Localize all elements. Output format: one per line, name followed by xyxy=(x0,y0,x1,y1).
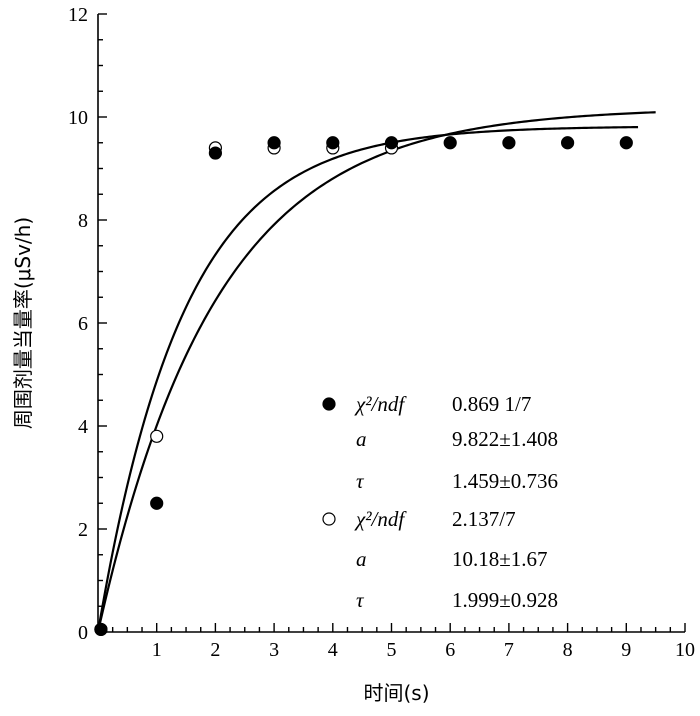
legend-param-name: τ xyxy=(356,469,365,493)
legend-param-name: a xyxy=(356,547,367,571)
legend-param-value: 1.999±0.928 xyxy=(452,588,558,612)
y-tick-label: 6 xyxy=(78,313,88,335)
data-points xyxy=(94,136,633,637)
y-tick-label: 0 xyxy=(78,622,88,644)
x-tick-label: 9 xyxy=(621,639,631,661)
legend-param-name: τ xyxy=(356,588,365,612)
y-tick-label: 2 xyxy=(78,519,88,541)
y-axis-title: 周围剂量当量率(μSv/h) xyxy=(11,217,35,429)
legend-param-name: a xyxy=(356,427,367,451)
legend-param-value: 9.822±1.408 xyxy=(452,427,558,451)
legend-stat-name: χ²/ndf xyxy=(354,507,407,531)
data-point-filled xyxy=(326,136,340,150)
x-tick-label: 8 xyxy=(563,639,573,661)
y-tick-label: 10 xyxy=(68,107,88,129)
x-tick-label: 1 xyxy=(152,639,162,661)
legend-param-value: 10.18±1.67 xyxy=(452,547,548,571)
legend-param-value: 1.459±0.736 xyxy=(452,469,558,493)
x-tick-label: 10 xyxy=(675,639,695,661)
data-point-open xyxy=(150,429,164,443)
data-point-filled xyxy=(267,136,281,150)
data-point-filled xyxy=(208,146,222,160)
fit-curve-series-1 xyxy=(96,125,639,633)
x-tick-label: 3 xyxy=(269,639,279,661)
data-point-filled xyxy=(443,136,457,150)
data-point-filled xyxy=(619,136,633,150)
legend-marker-filled xyxy=(322,397,336,411)
y-tick-label: 4 xyxy=(78,416,88,438)
fit-curve-series-2 xyxy=(96,111,656,633)
legend-stat-name: χ²/ndf xyxy=(354,392,407,416)
data-point-filled xyxy=(384,136,399,150)
legend-stat-value: 0.869 1/7 xyxy=(452,392,531,416)
legend-marker-open xyxy=(322,512,336,526)
x-tick-label: 6 xyxy=(445,639,455,661)
axes xyxy=(97,14,685,633)
data-point-filled xyxy=(94,622,108,637)
legend: χ²/ndf 0.869 1/7 a 9.822±1.408 τ 1.459±0… xyxy=(322,392,558,612)
y-tick-label: 8 xyxy=(78,210,88,232)
x-tick-label: 7 xyxy=(504,639,514,661)
data-point-filled xyxy=(560,136,575,150)
x-tick-label: 2 xyxy=(210,639,220,661)
fit-curves xyxy=(96,111,656,633)
x-tick-label: 5 xyxy=(387,639,397,661)
x-axis-title: 时间(s) xyxy=(363,681,429,705)
x-tick-label: 4 xyxy=(328,639,338,661)
data-point-filled xyxy=(150,496,164,510)
legend-stat-value: 2.137/7 xyxy=(452,507,516,531)
y-tick-label: 12 xyxy=(68,4,88,26)
data-point-filled xyxy=(502,136,516,150)
